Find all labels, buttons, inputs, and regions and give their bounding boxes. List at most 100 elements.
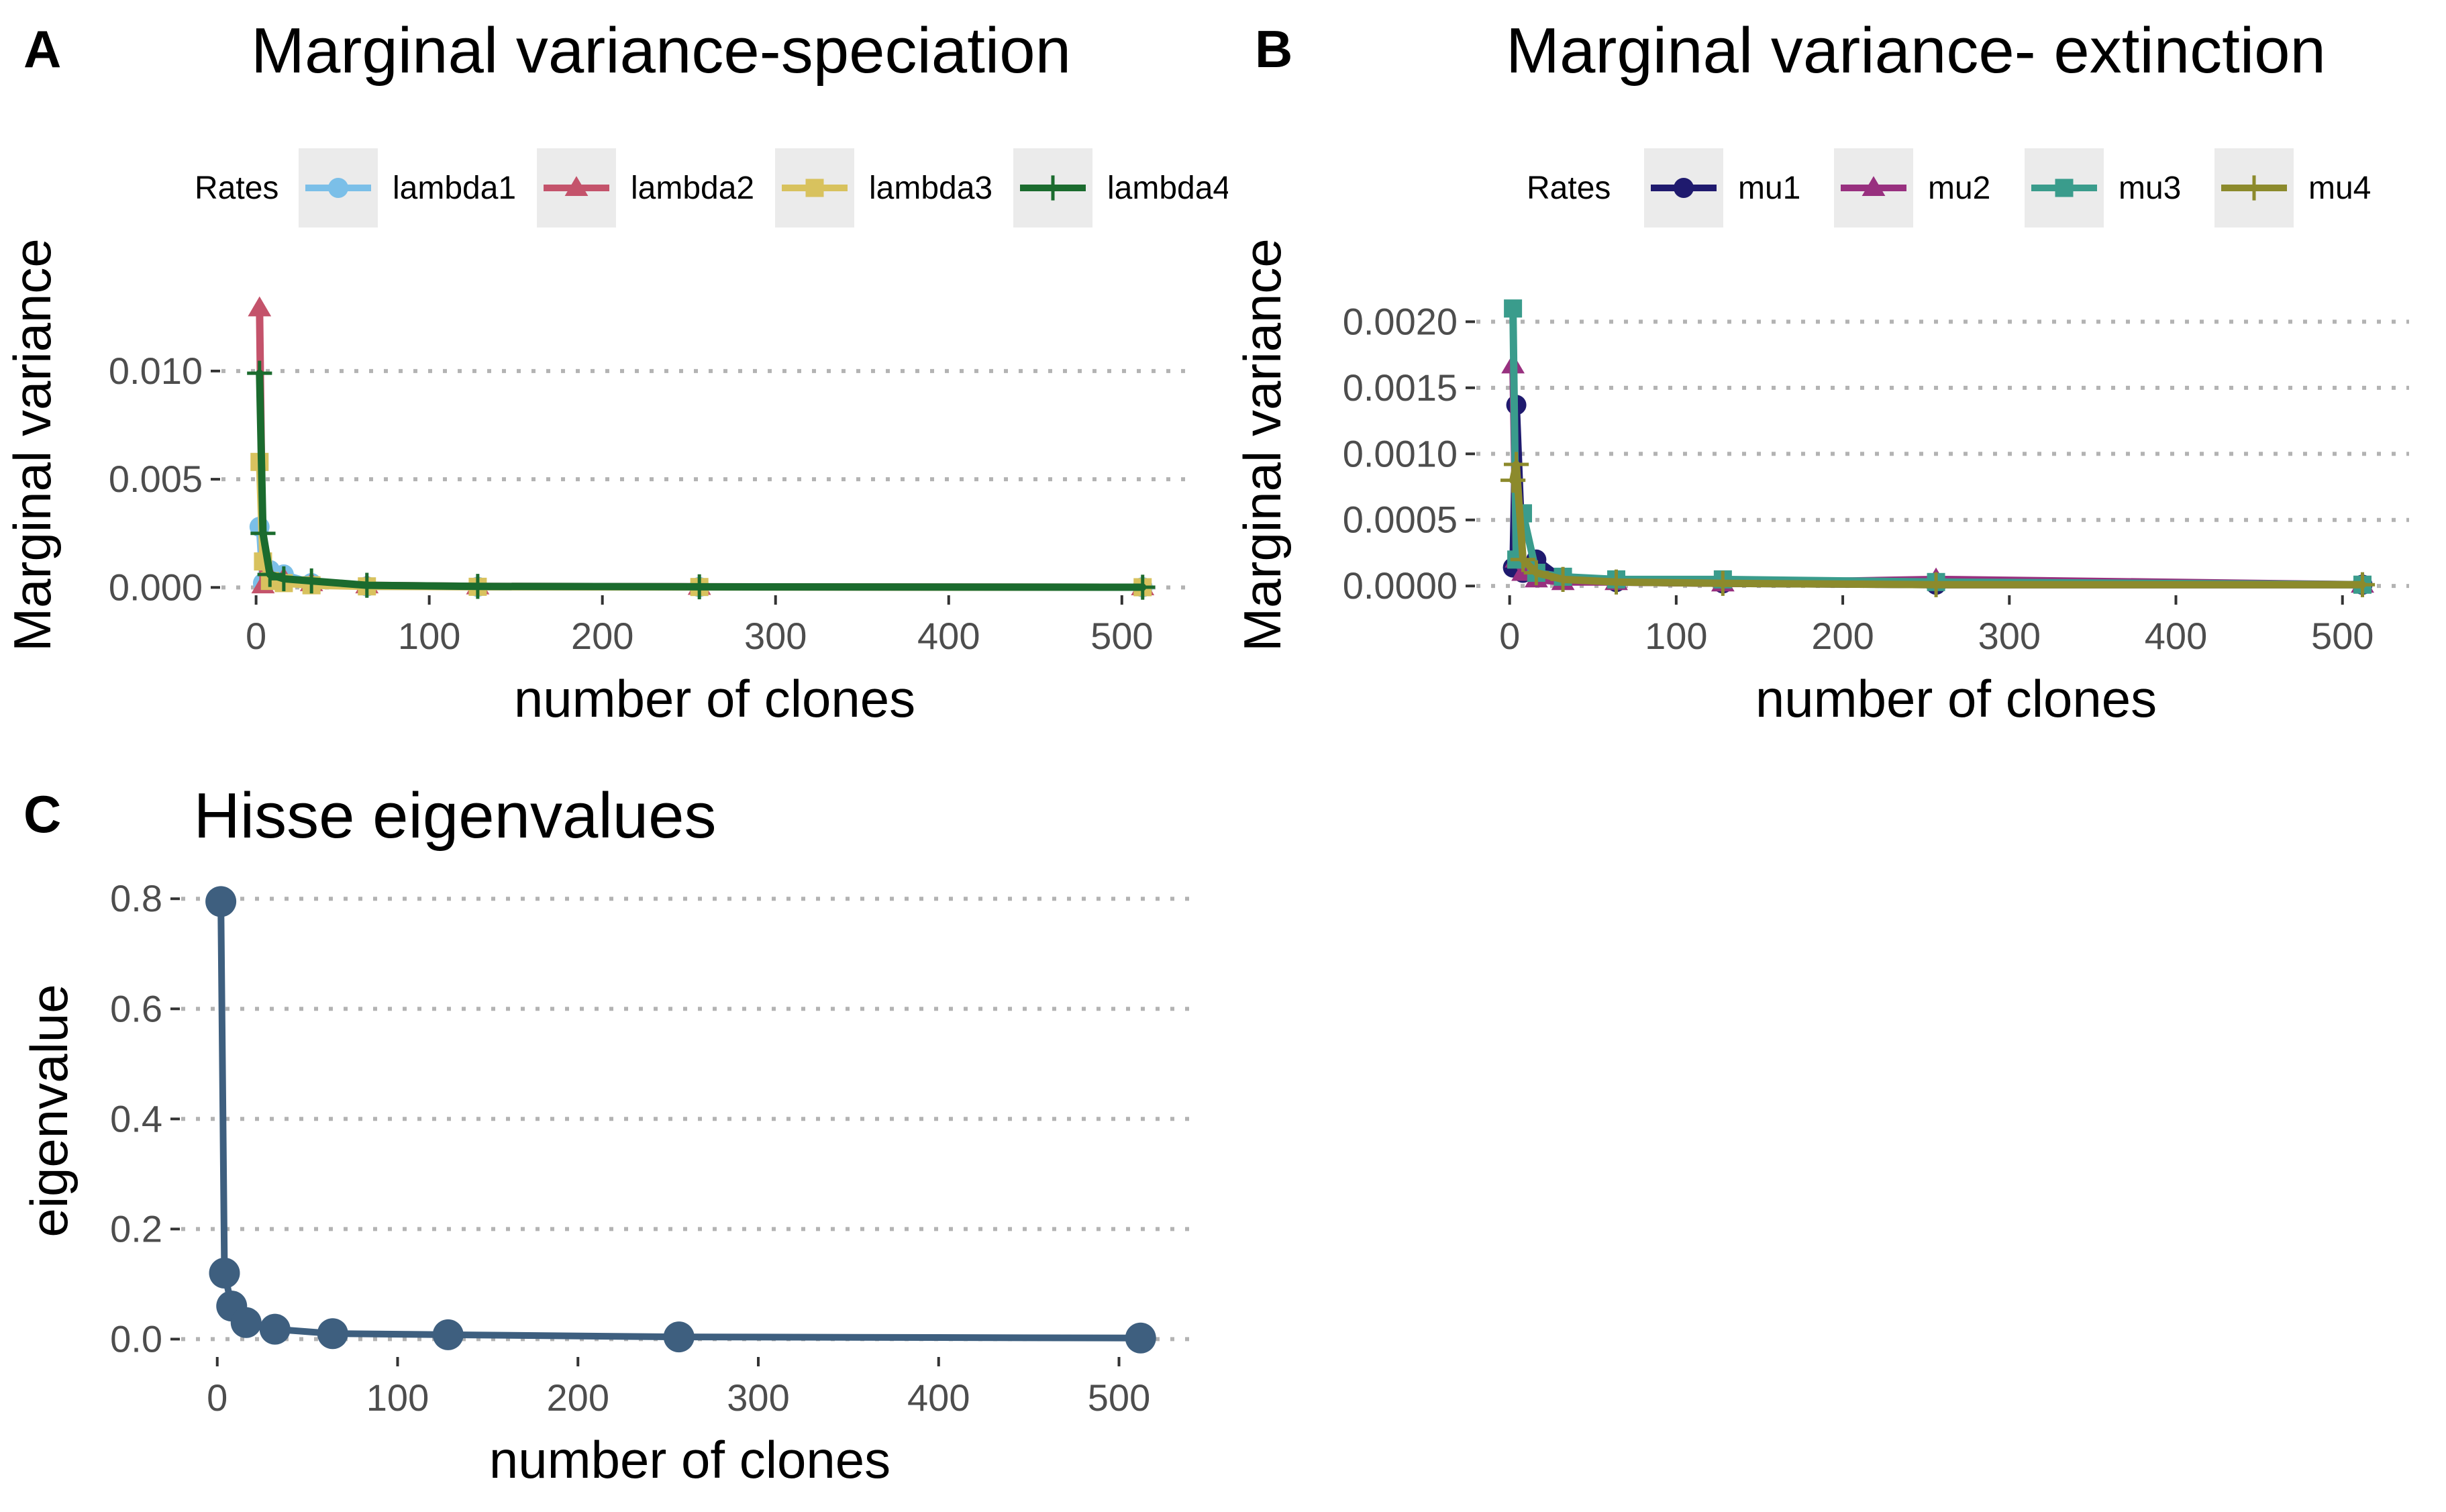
y-axis-title: Marginal variance bbox=[1233, 238, 1292, 652]
y-tick-label: 0.0010 bbox=[1343, 432, 1458, 474]
series-line bbox=[1509, 460, 2366, 589]
legend-label: mu2 bbox=[1928, 170, 1990, 206]
series-mu1 bbox=[1502, 395, 2373, 595]
legend-item: lambda4 bbox=[1013, 148, 1231, 228]
x-tick-label: 500 bbox=[1088, 1376, 1150, 1419]
legend-title: Rates bbox=[195, 170, 278, 206]
data-point bbox=[1500, 468, 1526, 493]
x-tick-label: 100 bbox=[398, 615, 460, 657]
data-point bbox=[686, 574, 712, 599]
legend-key-marker bbox=[2241, 175, 2267, 201]
legend: Rates lambda1 lambda2 lambda3 lambda4 bbox=[195, 148, 1231, 228]
legend-item: mu2 bbox=[1834, 148, 1990, 228]
data-point bbox=[663, 1321, 695, 1353]
data-point bbox=[248, 296, 272, 317]
legend-label: lambda4 bbox=[1107, 170, 1231, 206]
legend-label: lambda1 bbox=[393, 170, 516, 206]
x-axis-title: number of clones bbox=[1755, 669, 2157, 728]
legend: Rates mu1 mu2 mu3 mu4 bbox=[1527, 148, 2371, 228]
x-tick-label: 400 bbox=[917, 615, 980, 657]
data-point bbox=[299, 568, 324, 594]
series-eigenvalue bbox=[205, 886, 1156, 1354]
series-line bbox=[256, 369, 1147, 591]
legend-key-marker bbox=[1862, 176, 1886, 196]
y-tick-label: 0.000 bbox=[109, 566, 203, 608]
chart-title: Marginal variance-speciation bbox=[251, 15, 1071, 87]
panel-letter: A bbox=[23, 19, 61, 79]
y-tick-label: 0.0015 bbox=[1343, 366, 1458, 409]
data-point bbox=[432, 1319, 464, 1350]
data-point bbox=[465, 574, 491, 599]
legend-key-marker bbox=[1674, 178, 1694, 198]
series-line bbox=[1509, 361, 2366, 589]
data-point bbox=[247, 360, 272, 386]
legend-label: lambda3 bbox=[869, 170, 992, 206]
y-tick-label: 0.0020 bbox=[1343, 300, 1458, 342]
y-tick-label: 0.0000 bbox=[1343, 564, 1458, 607]
x-tick-label: 300 bbox=[744, 615, 807, 657]
x-tick-label: 100 bbox=[366, 1376, 429, 1419]
series-line bbox=[1509, 401, 2366, 589]
legend-item: mu4 bbox=[2214, 148, 2371, 228]
data-point bbox=[209, 1257, 240, 1289]
data-point bbox=[354, 572, 380, 598]
y-tick-label: 0.6 bbox=[110, 987, 162, 1029]
y-axis-title: Marginal variance bbox=[3, 238, 62, 652]
x-tick-label: 300 bbox=[1978, 615, 2041, 657]
data-point bbox=[1504, 299, 1523, 318]
chart-title: Hisse eigenvalues bbox=[193, 780, 716, 852]
x-tick-label: 200 bbox=[547, 1376, 609, 1419]
panel-letter: C bbox=[23, 785, 61, 844]
legend-item: lambda1 bbox=[299, 148, 516, 228]
x-tick-label: 200 bbox=[1811, 615, 1874, 657]
x-tick-label: 100 bbox=[1645, 615, 1707, 657]
y-tick-label: 0.010 bbox=[109, 350, 203, 392]
x-tick-label: 200 bbox=[571, 615, 633, 657]
x-tick-label: 0 bbox=[1499, 615, 1520, 657]
y-tick-label: 0.4 bbox=[110, 1097, 162, 1140]
data-point bbox=[1503, 452, 1529, 477]
y-tick-label: 0.005 bbox=[109, 458, 203, 500]
data-point bbox=[1923, 572, 1949, 597]
legend-key-marker bbox=[328, 178, 348, 198]
series-mu3 bbox=[1504, 299, 2372, 594]
data-point bbox=[250, 521, 276, 546]
legend-title: Rates bbox=[1527, 170, 1611, 206]
legend-item: lambda3 bbox=[775, 148, 992, 228]
data-point bbox=[230, 1307, 262, 1338]
series-line bbox=[256, 458, 1147, 591]
x-tick-label: 400 bbox=[2145, 615, 2207, 657]
legend-item: lambda2 bbox=[537, 148, 754, 228]
legend-item: mu3 bbox=[2025, 148, 2181, 228]
x-tick-label: 500 bbox=[2311, 615, 2374, 657]
data-point bbox=[317, 1318, 348, 1350]
data-point bbox=[205, 886, 237, 917]
legend-item: mu1 bbox=[1644, 148, 1800, 228]
panel-a-chart: A Marginal variance-speciation number of c… bbox=[3, 15, 1231, 728]
x-tick-label: 0 bbox=[207, 1376, 227, 1419]
x-tick-label: 300 bbox=[727, 1376, 789, 1419]
legend-key-marker bbox=[1040, 175, 1066, 201]
data-point bbox=[271, 566, 297, 592]
y-tick-label: 0.2 bbox=[110, 1207, 162, 1250]
series-lambda3 bbox=[250, 452, 1152, 597]
series-line bbox=[256, 304, 1147, 591]
data-point bbox=[1550, 566, 1576, 592]
series-lambda2 bbox=[248, 296, 1155, 595]
data-point bbox=[1523, 560, 1549, 586]
legend-label: mu1 bbox=[1738, 170, 1800, 206]
data-point bbox=[259, 1313, 291, 1345]
panel-b-chart: B Marginal variance- extinction number of … bbox=[1233, 15, 2409, 728]
data-point bbox=[2349, 572, 2376, 597]
y-axis-title: eigenvalue bbox=[19, 984, 79, 1237]
series-lambda4 bbox=[247, 360, 1156, 600]
data-point bbox=[1125, 1322, 1156, 1354]
series-mu4 bbox=[1500, 452, 2376, 597]
legend-label: mu4 bbox=[2308, 170, 2371, 206]
y-tick-label: 0.8 bbox=[110, 877, 162, 919]
panel-letter: B bbox=[1255, 19, 1292, 79]
x-axis-title: number of clones bbox=[489, 1430, 890, 1489]
legend-key-marker bbox=[805, 179, 824, 197]
legend-label: lambda2 bbox=[631, 170, 754, 206]
